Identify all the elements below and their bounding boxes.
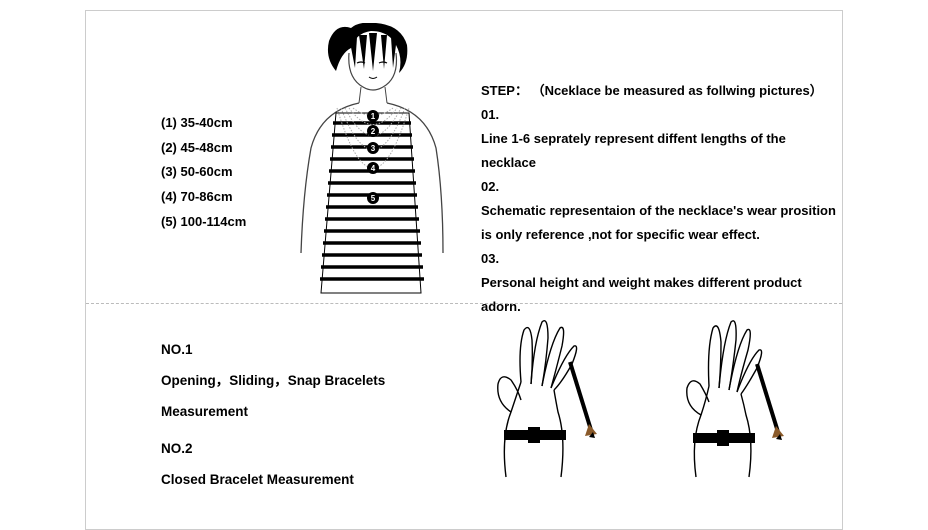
necklace-figure-illustration: 1 2 3 4 5 <box>281 23 466 298</box>
necklace-measurements-list: (1) 35-40cm (2) 45-48cm (3) 50-60cm (4) … <box>161 111 246 234</box>
bracelet-no2-text: Closed Bracelet Measurement <box>161 464 441 495</box>
bracelet-no1-text: Opening，Sliding，Snap Bracelets Measureme… <box>161 365 441 427</box>
step-text: Line 1-6 seprately represent diffent len… <box>481 127 836 175</box>
hand-illustration-2 <box>651 312 801 482</box>
measurement-item: (2) 45-48cm <box>161 136 246 161</box>
svg-text:2: 2 <box>371 127 376 136</box>
bracelet-section: NO.1 Opening，Sliding，Snap Bracelets Meas… <box>86 304 842 514</box>
measurement-item: (5) 100-114cm <box>161 210 246 235</box>
steps-heading: STEP： （Nceklace be measured as follwing … <box>481 79 836 103</box>
hand-illustration-1 <box>466 312 616 482</box>
bracelet-no2-label: NO.2 <box>161 433 441 464</box>
measurement-item: (3) 50-60cm <box>161 160 246 185</box>
step-num: 02. <box>481 175 836 199</box>
svg-text:4: 4 <box>371 164 376 173</box>
step-text: Schematic representaion of the necklace'… <box>481 199 836 247</box>
measurement-item: (1) 35-40cm <box>161 111 246 136</box>
measurement-item: (4) 70-86cm <box>161 185 246 210</box>
bracelet-text-block: NO.1 Opening，Sliding，Snap Bracelets Meas… <box>161 334 441 495</box>
svg-text:5: 5 <box>371 194 376 203</box>
step-num: 01. <box>481 103 836 127</box>
step-num: 03. <box>481 247 836 271</box>
svg-text:3: 3 <box>371 144 376 153</box>
infographic-container: (1) 35-40cm (2) 45-48cm (3) 50-60cm (4) … <box>85 10 843 530</box>
svg-text:1: 1 <box>371 112 376 121</box>
bracelet-no1-label: NO.1 <box>161 334 441 365</box>
necklace-steps: STEP： （Nceklace be measured as follwing … <box>481 79 836 319</box>
necklace-section: (1) 35-40cm (2) 45-48cm (3) 50-60cm (4) … <box>86 10 842 304</box>
